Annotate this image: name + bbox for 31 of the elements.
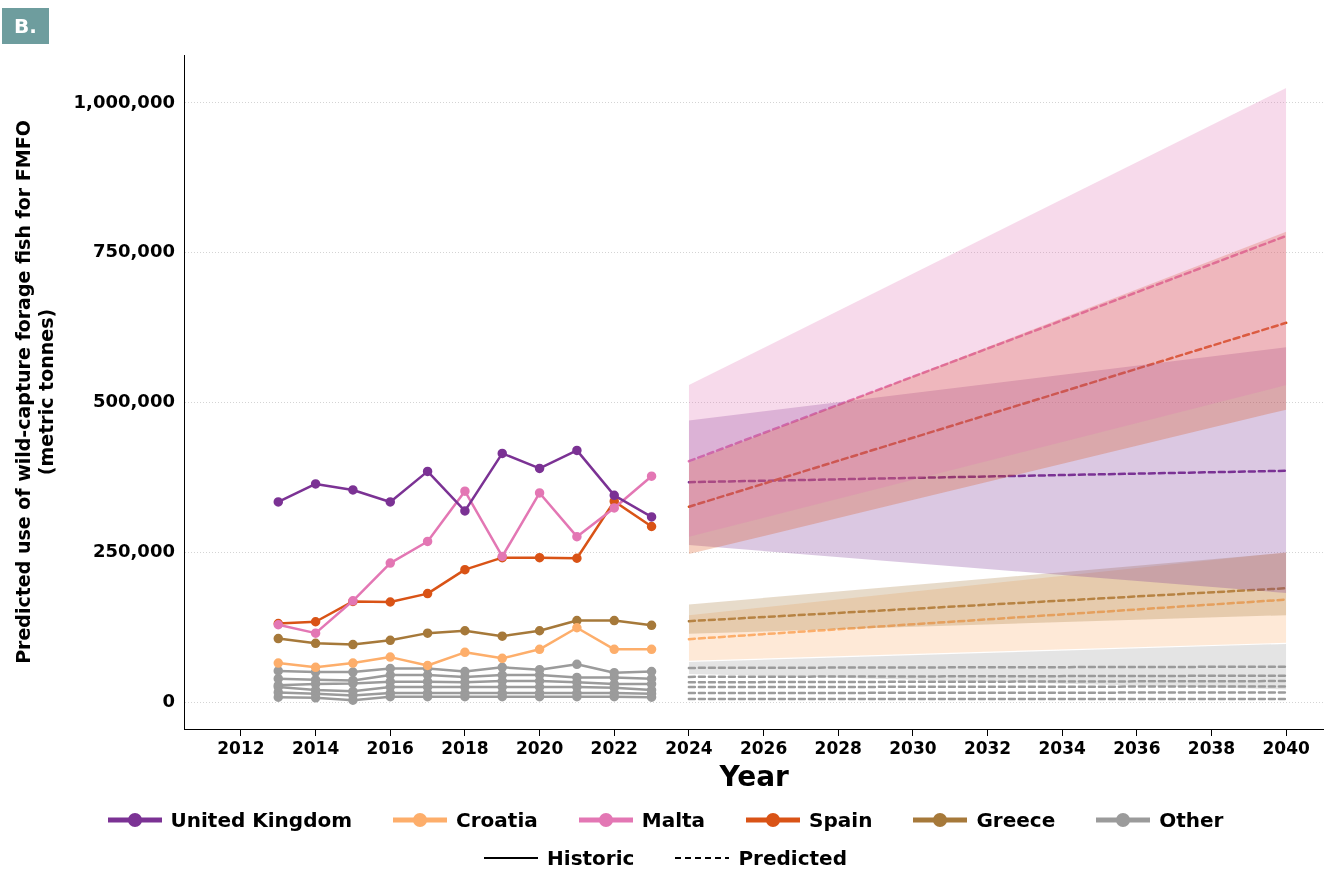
legend-label: Predicted	[738, 846, 847, 870]
legend-label: Other	[1159, 808, 1224, 832]
x-tick-label: 2024	[665, 737, 713, 758]
y-axis-title: Predicted use of wild-capture forage fish for FMFO (metric tonnes)	[12, 120, 58, 664]
x-tick-label: 2014	[291, 737, 340, 758]
legend-label: Greece	[976, 808, 1056, 832]
y-tick-label: 500,000	[92, 390, 175, 412]
x-tick-label: 2030	[889, 737, 937, 758]
x-tick-label: 2038	[1187, 737, 1236, 758]
x-tick-label: 2036	[1113, 737, 1161, 758]
x-axis-title: Year	[718, 760, 790, 794]
y-tick-label: 1,000,000	[73, 90, 175, 112]
x-tick-label: 2026	[739, 737, 788, 758]
legend-label: Spain	[809, 808, 873, 832]
y-tick-label: 0	[162, 689, 175, 711]
x-tick-label: 2032	[963, 737, 1012, 758]
legend-label: Croatia	[456, 808, 538, 832]
legend-label: United Kingdom	[170, 808, 353, 832]
x-tick-label: 2028	[814, 737, 862, 758]
legend-label: Historic	[547, 846, 635, 870]
x-tick-label: 2040	[1262, 737, 1310, 758]
chart-title: B.	[2, 8, 49, 44]
y-tick-label: 250,000	[92, 539, 175, 561]
x-tick-label: 2020	[515, 737, 564, 758]
y-tick-label: 750,000	[92, 240, 175, 262]
x-tick-label: 2018	[441, 737, 489, 758]
x-tick-label: 2016	[366, 737, 414, 758]
x-tick-label: 2022	[590, 737, 638, 758]
x-tick-label: 2012	[217, 737, 265, 758]
legend-label: Malta	[641, 808, 706, 832]
x-tick-label: 2034	[1038, 737, 1087, 758]
